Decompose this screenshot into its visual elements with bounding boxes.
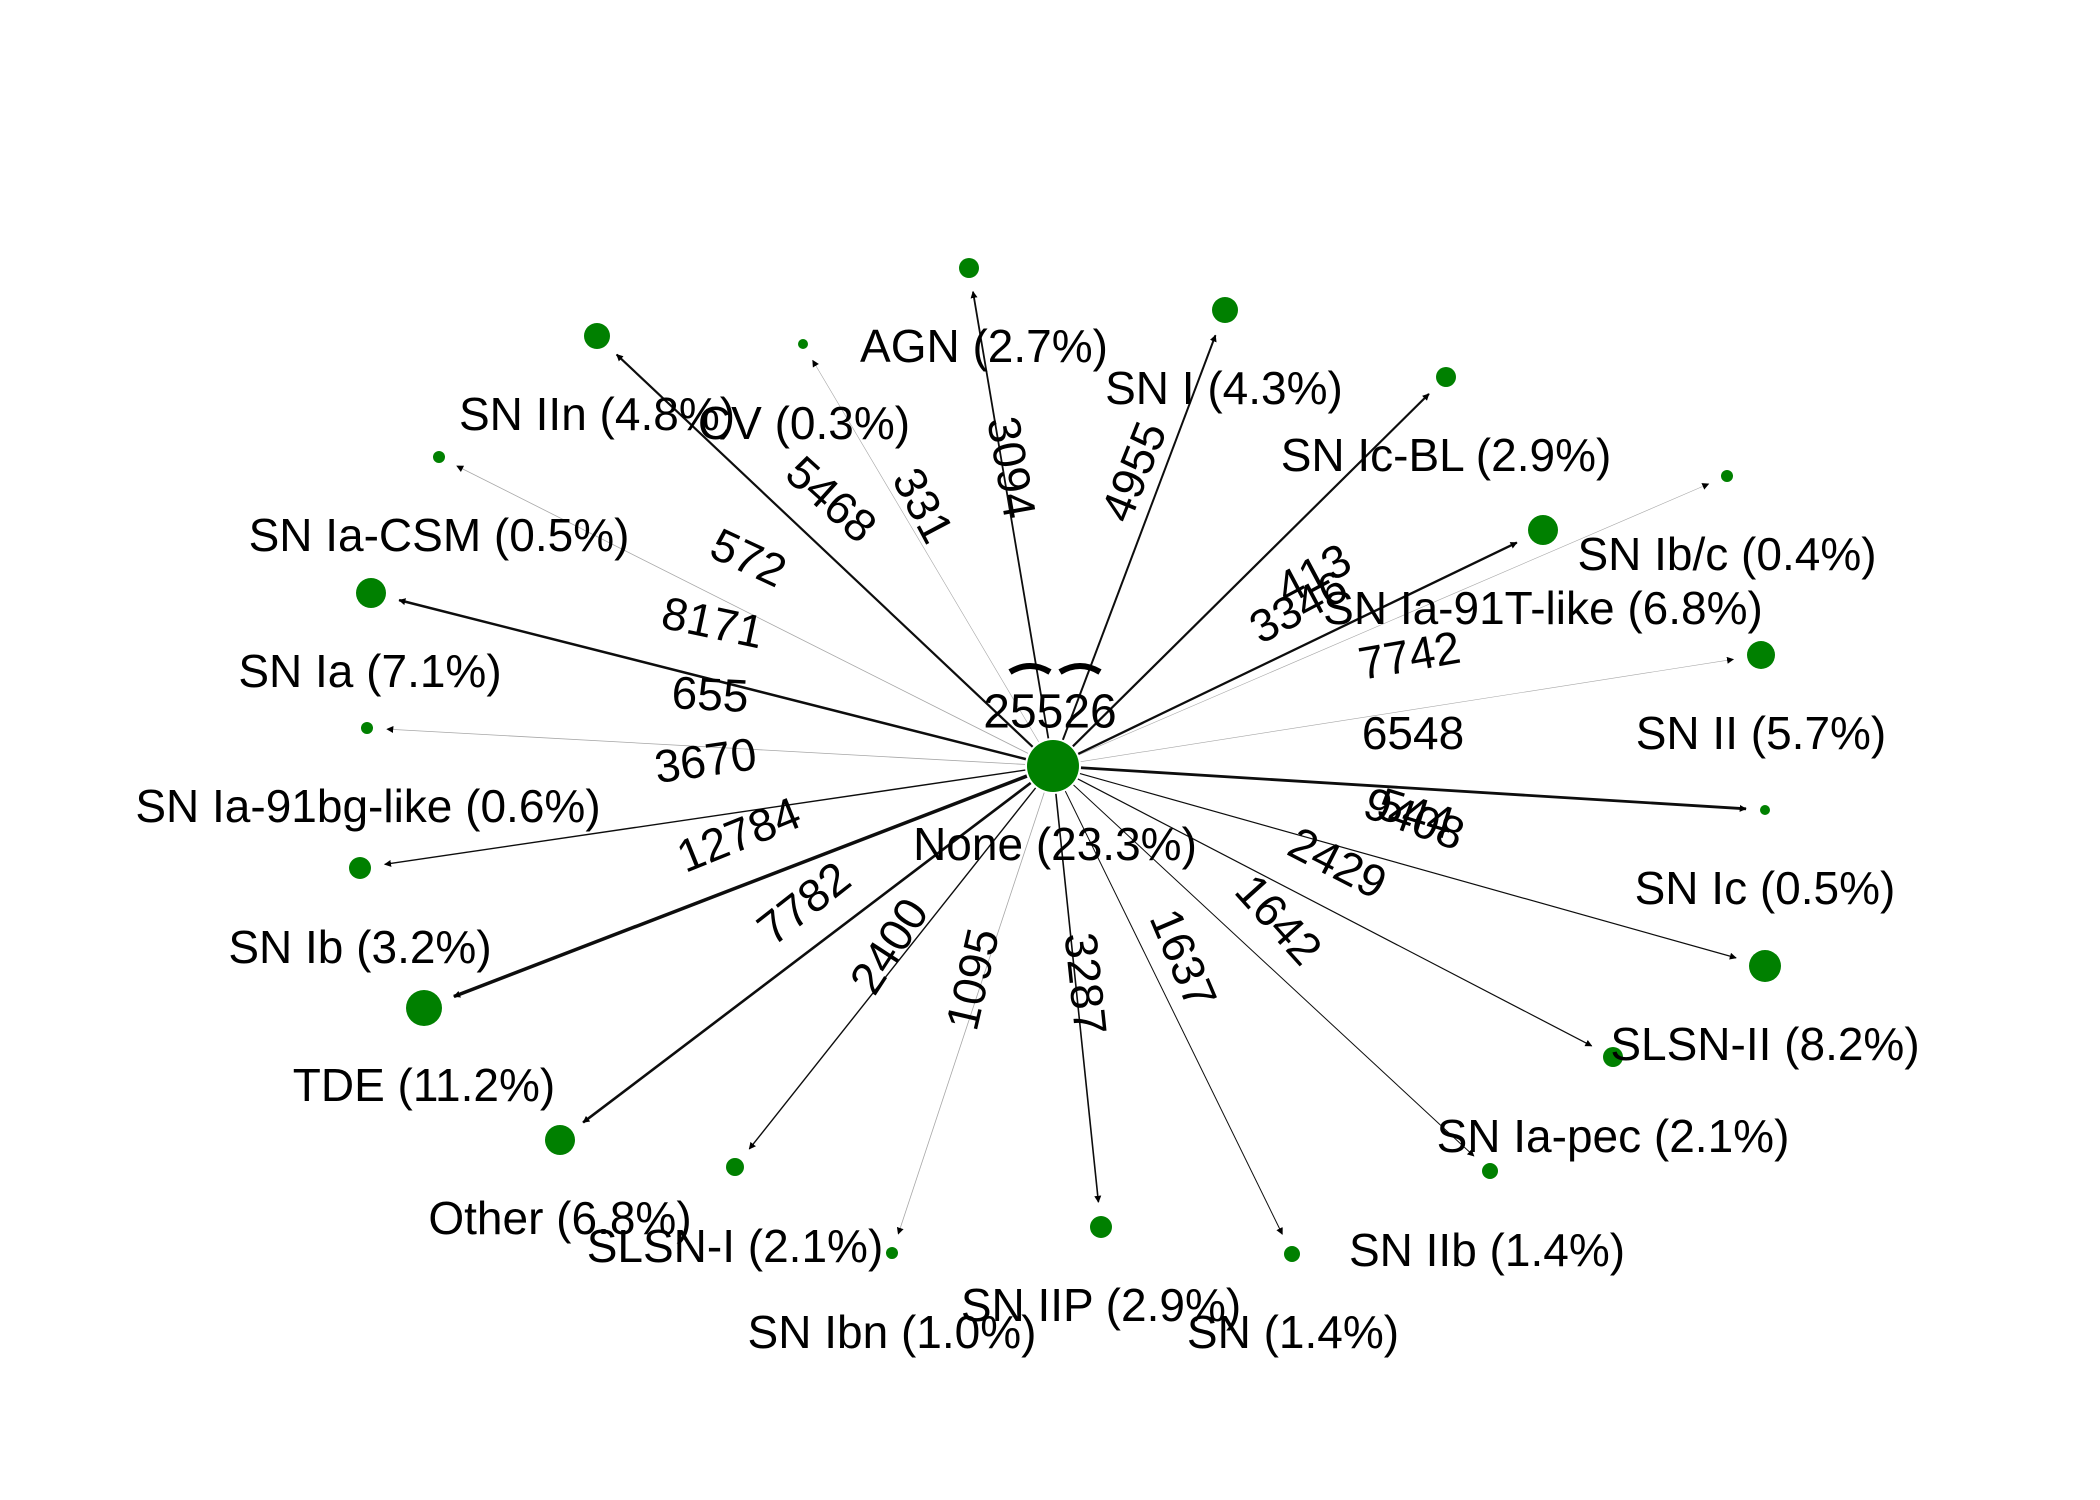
edge-sn-ii — [1080, 656, 1735, 762]
node-sn-ii — [1747, 641, 1775, 669]
node-label-sn-iin: SN IIn (4.8%) — [459, 388, 735, 440]
node-sn-ib — [349, 857, 371, 879]
node-tde — [406, 990, 442, 1026]
node-label-sn-ic-bl: SN Ic-BL (2.9%) — [1281, 429, 1612, 481]
node-sn-ibn — [886, 1247, 898, 1259]
hub-self-count: 25526 — [983, 686, 1116, 739]
node-sn-ia — [356, 578, 386, 608]
edge-sn-i — [1061, 334, 1217, 741]
node-sn-iip — [1090, 1216, 1112, 1238]
edge-labels-layer: 3094331546857281716553670127847782240010… — [651, 412, 1471, 1037]
node-label-sn-iib: SN IIb (1.4%) — [1349, 1224, 1625, 1276]
edge-sn-iip — [1055, 793, 1102, 1203]
node-sn-ia-csm — [433, 451, 445, 463]
edge-sn-ia — [398, 598, 1027, 761]
hub-self-loop — [1008, 663, 1102, 675]
node-other — [545, 1125, 575, 1155]
edge-label-sn-ia-csm: 572 — [703, 518, 795, 598]
node-label-sn-ia-pec: SN Ia-pec (2.1%) — [1437, 1110, 1790, 1162]
edge-slsn-ii — [1079, 772, 1737, 960]
node-label-sn-i: SN I (4.3%) — [1105, 362, 1343, 414]
edge-label-sn-ibn: 1095 — [935, 923, 1009, 1034]
edge-label-sn-ia: 8171 — [657, 586, 768, 658]
edge-other — [582, 781, 1032, 1124]
node-label-sn-ib-c: SN Ib/c (0.4%) — [1577, 528, 1876, 580]
edge-tde — [453, 774, 1028, 999]
edge-label-cv: 331 — [882, 459, 964, 551]
node-sn-ib-c — [1721, 470, 1733, 482]
node-sn — [1284, 1246, 1300, 1262]
edge-label-sn: 1637 — [1140, 901, 1228, 1016]
node-sn-ia-91bg-like — [361, 722, 373, 734]
node-label-slsn-ii: SLSN-II (8.2%) — [1610, 1018, 1919, 1070]
node-label-sn-ia: SN Ia (7.1%) — [238, 645, 501, 697]
node-sn-ic-bl — [1436, 367, 1456, 387]
node-slsn-i — [726, 1158, 744, 1176]
edge-sn-ia-csm — [456, 465, 1029, 754]
node-label-none: None (23.3%) — [913, 818, 1197, 870]
node-label-sn-ia-csm: SN Ia-CSM (0.5%) — [249, 509, 630, 561]
edge-cv — [812, 359, 1039, 743]
edge-label-other: 7782 — [747, 851, 860, 955]
node-label-other: Other (6.8%) — [428, 1192, 691, 1244]
node-label-cv: CV (0.3%) — [698, 397, 910, 449]
node-slsn-ii — [1749, 950, 1781, 982]
edge-label-sn-iip: 3287 — [1055, 930, 1117, 1037]
nodes-layer — [349, 258, 1781, 1262]
node-label-sn: SN (1.4%) — [1187, 1306, 1399, 1358]
edge-sn-ib — [384, 769, 1026, 867]
edge-sn-ic — [1080, 766, 1747, 812]
node-labels-layer: AGN (2.7%) CV (0.3%)SN IIn (4.8%) SN Ia-CS… — [135, 320, 1919, 1358]
edge-label-agn: 3094 — [977, 412, 1046, 522]
edge-slsn-i — [748, 787, 1037, 1150]
node-agn — [959, 258, 979, 278]
node-sn-iin — [584, 323, 610, 349]
edge-label-slsn-i: 2400 — [839, 889, 938, 1003]
edge-sn-ibn — [896, 792, 1045, 1235]
edge-sn-ib-c — [1078, 483, 1710, 756]
node-cv — [798, 339, 808, 349]
edge-label-sn-ia-91bg-like: 655 — [671, 666, 750, 722]
node-label-tde: TDE (11.2%) — [293, 1059, 555, 1111]
node-label-sn-iip: SN IIP (2.9%) — [961, 1279, 1241, 1331]
edge-sn-iib — [1073, 784, 1475, 1157]
edge-sn — [1064, 790, 1283, 1235]
edge-sn-ia-pec — [1077, 778, 1593, 1047]
node-none-hub — [1027, 740, 1079, 792]
node-label-sn-ia-91t-like: SN Ia-91T-like (6.8%) — [1323, 582, 1763, 634]
node-label-sn-ib: SN Ib (3.2%) — [228, 921, 491, 973]
node-label-agn: AGN (2.7%) — [860, 320, 1108, 372]
node-sn-ia-pec — [1603, 1047, 1623, 1067]
edge-label-sn-ii: 6548 — [1362, 707, 1464, 759]
node-label-sn-ii: SN II (5.7%) — [1636, 707, 1887, 759]
node-label-sn-ibn: SN Ibn (1.0%) — [748, 1306, 1037, 1358]
node-sn-ic — [1760, 805, 1770, 815]
edge-sn-ia-91t-like — [1077, 541, 1518, 755]
node-sn-i — [1212, 297, 1238, 323]
node-sn-ia-91t-like — [1528, 515, 1558, 545]
edge-label-sn-ib: 3670 — [651, 727, 760, 793]
edges-layer — [384, 290, 1747, 1235]
node-label-sn-ic: SN Ic (0.5%) — [1635, 862, 1896, 914]
edge-sn-ic-bl — [1072, 393, 1430, 748]
edge-sn-ia-91bg-like — [386, 725, 1026, 765]
edge-label-sn-ic: 544 — [1372, 777, 1461, 849]
node-sn-iib — [1482, 1163, 1498, 1179]
node-label-sn-ia-91bg-like: SN Ia-91bg-like (0.6%) — [135, 780, 600, 832]
edge-sn-iin — [615, 353, 1034, 748]
node-label-slsn-i: SLSN-I (2.1%) — [587, 1220, 884, 1272]
edge-label-sn-iin: 5468 — [776, 446, 887, 553]
